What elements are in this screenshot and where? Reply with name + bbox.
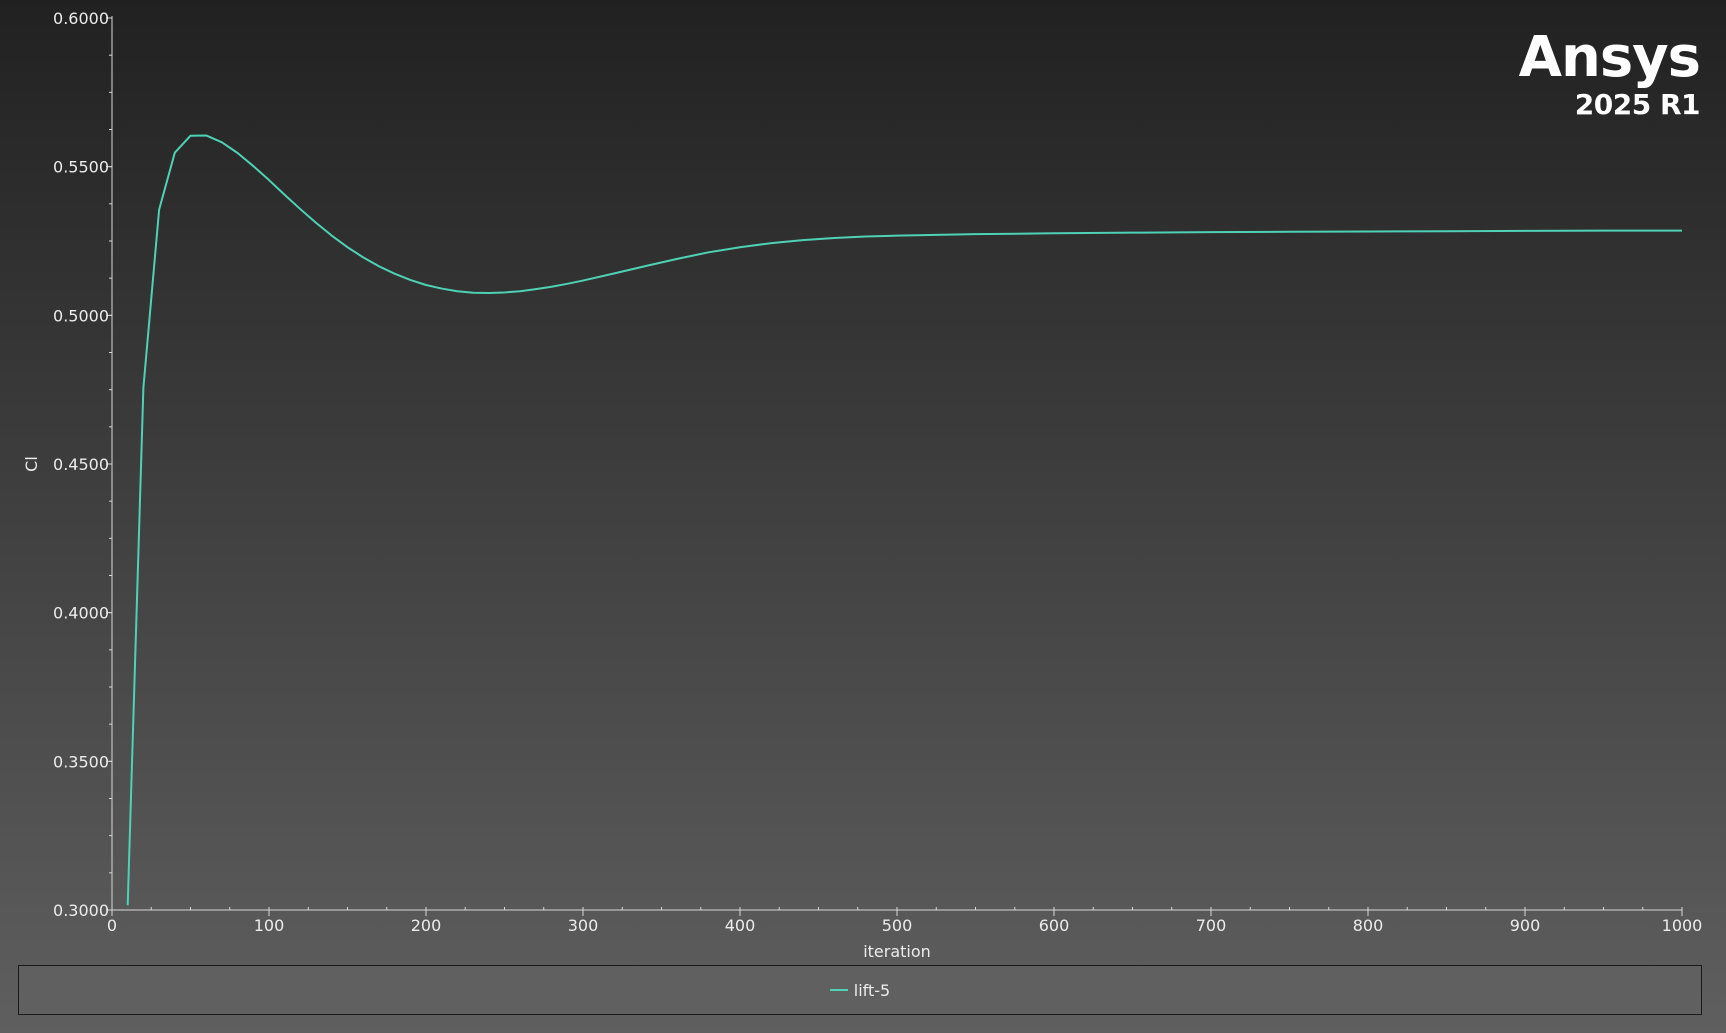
series-layer — [126, 134, 1683, 906]
data-point — [425, 284, 427, 286]
data-point — [284, 194, 286, 196]
axes: 0 100 200 300 400 500 600 700 800 900 1000 0.3000 0.… — [53, 9, 1702, 935]
data-point — [127, 904, 129, 906]
data-point — [896, 235, 898, 237]
data-point — [1210, 231, 1212, 233]
x-tick-label: 400 — [725, 916, 756, 935]
data-point — [378, 265, 380, 267]
y-axis-title: Cl — [22, 456, 41, 472]
data-point — [1053, 232, 1055, 234]
data-point — [1681, 230, 1683, 232]
data-point — [1289, 231, 1291, 233]
data-point — [645, 265, 647, 267]
data-point — [174, 152, 176, 154]
data-point — [253, 165, 255, 167]
legend-label: lift-5 — [853, 980, 891, 1000]
logo-wordmark: Ansys — [1518, 25, 1701, 90]
data-point — [394, 273, 396, 275]
data-point — [143, 387, 145, 389]
x-tick-label: 100 — [254, 916, 285, 935]
x-axis-title: iteration — [863, 942, 931, 961]
x-tick-label: 0 — [107, 916, 117, 935]
data-point — [582, 280, 584, 282]
ansys-logo: Ansys 2025 R1 — [1518, 25, 1701, 122]
data-point — [300, 208, 302, 210]
data-point — [519, 290, 521, 292]
data-point — [472, 292, 474, 294]
y-tick-label: 0.4500 — [53, 455, 109, 474]
data-point — [504, 292, 506, 294]
y-tick-label: 0.3500 — [53, 752, 109, 771]
data-point — [488, 292, 490, 294]
y-tick-label: 0.4000 — [53, 604, 109, 623]
data-point — [221, 141, 223, 143]
legend: lift-5 — [18, 965, 1702, 1015]
x-tick-label: 700 — [1196, 916, 1227, 935]
data-point — [771, 242, 773, 244]
data-point — [865, 236, 867, 238]
data-point — [535, 288, 537, 290]
y-tick-label: 0.6000 — [53, 9, 109, 28]
x-tick-label: 1000 — [1662, 916, 1703, 935]
data-point — [158, 209, 160, 211]
data-point — [268, 179, 270, 181]
data-point — [441, 288, 443, 290]
data-point — [410, 279, 412, 281]
data-point — [1524, 230, 1526, 232]
y-tick-label: 0.5000 — [53, 306, 109, 325]
data-point — [1132, 232, 1134, 234]
data-point — [551, 286, 553, 288]
data-point — [614, 273, 616, 275]
data-point — [833, 237, 835, 239]
x-tick-label: 600 — [1039, 916, 1070, 935]
data-point — [975, 233, 977, 235]
logo-version: 2025 R1 — [1574, 88, 1701, 121]
data-point — [205, 135, 207, 137]
data-point — [1446, 230, 1448, 232]
x-tick-label: 500 — [882, 916, 913, 935]
data-point — [1367, 231, 1369, 233]
y-tick-label: 0.3000 — [53, 901, 109, 920]
data-point — [1603, 230, 1605, 232]
data-point — [362, 257, 364, 259]
data-point — [237, 152, 239, 154]
x-tick-label: 200 — [411, 916, 442, 935]
data-point — [676, 258, 678, 260]
data-point — [315, 222, 317, 224]
data-point — [802, 239, 804, 241]
legend-swatch — [829, 989, 848, 991]
series-line-lift-5 — [126, 134, 1682, 906]
legend-item-lift-5[interactable]: lift-5 — [829, 980, 891, 1000]
x-tick-label: 900 — [1510, 916, 1541, 935]
x-tick-label: 300 — [568, 916, 599, 935]
data-point — [567, 283, 569, 285]
x-tick-label: 800 — [1353, 916, 1384, 935]
data-point — [190, 135, 192, 137]
data-point — [739, 246, 741, 248]
data-point — [331, 235, 333, 237]
data-point — [347, 246, 349, 248]
data-point — [708, 252, 710, 254]
data-point — [457, 290, 459, 292]
y-tick-label: 0.5500 — [53, 158, 109, 177]
